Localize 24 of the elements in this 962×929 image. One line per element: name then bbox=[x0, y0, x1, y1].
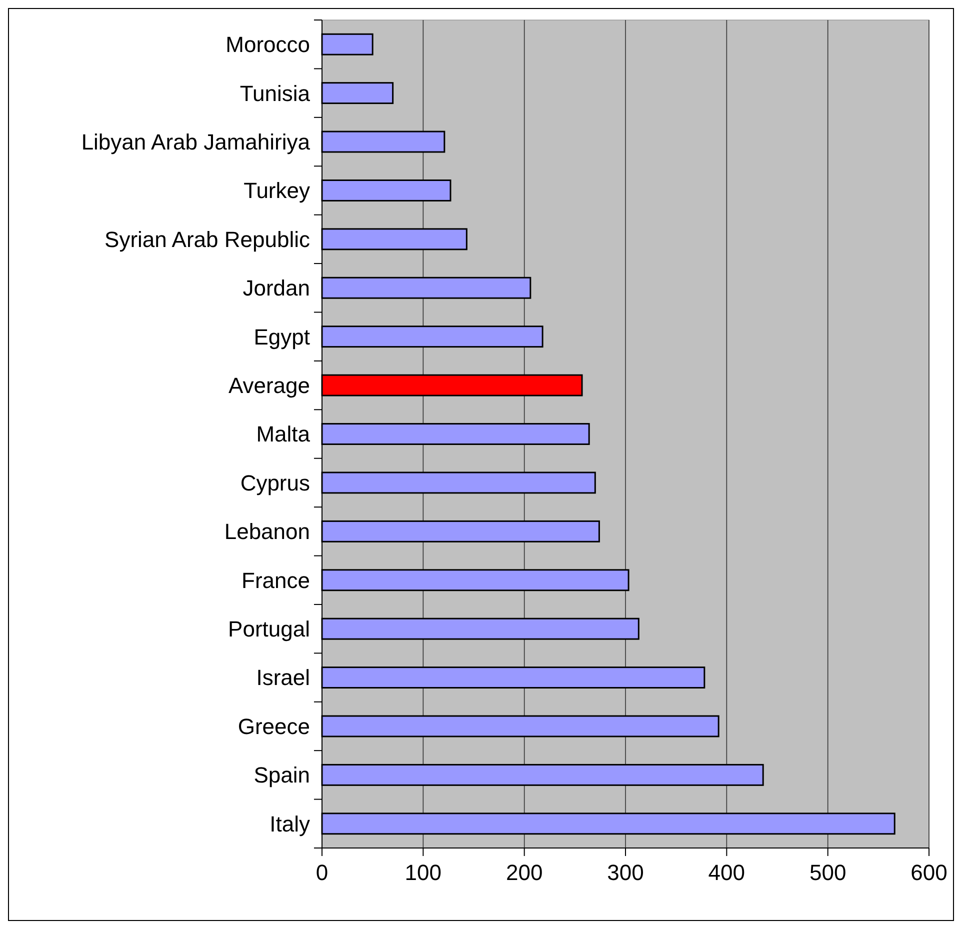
y-tick-label: Turkey bbox=[244, 178, 310, 204]
y-tick-label: Spain bbox=[254, 762, 310, 788]
y-tick-label: Cyprus bbox=[240, 470, 310, 496]
x-tick-label: 100 bbox=[404, 860, 442, 885]
y-tick-label: Egypt bbox=[254, 324, 310, 350]
y-tick-label: Tunisia bbox=[240, 80, 311, 106]
y-tick-label: Portugal bbox=[228, 616, 310, 642]
x-tick-label: 600 bbox=[910, 860, 948, 885]
x-tick-label: 500 bbox=[809, 860, 846, 885]
y-tick-label: Malta bbox=[256, 422, 311, 447]
y-tick-label: Jordan bbox=[242, 276, 310, 301]
y-tick-label: Average bbox=[228, 372, 310, 398]
y-tick-label: Israel bbox=[256, 665, 310, 690]
x-tick-label: 300 bbox=[607, 860, 644, 885]
y-tick-label: Libyan Arab Jamahiriya bbox=[81, 129, 311, 154]
y-tick-label: Italy bbox=[270, 811, 310, 836]
y-tick-label: Morocco bbox=[226, 32, 310, 58]
y-tick-label: Syrian Arab Republic bbox=[104, 226, 310, 252]
x-tick-label: 0 bbox=[316, 860, 328, 885]
x-tick-label: 400 bbox=[708, 860, 746, 885]
y-tick-label: Lebanon bbox=[224, 519, 310, 544]
y-tick-label: Greece bbox=[238, 714, 310, 739]
y-tick-label: France bbox=[242, 568, 310, 593]
x-tick-label: 200 bbox=[506, 860, 543, 885]
